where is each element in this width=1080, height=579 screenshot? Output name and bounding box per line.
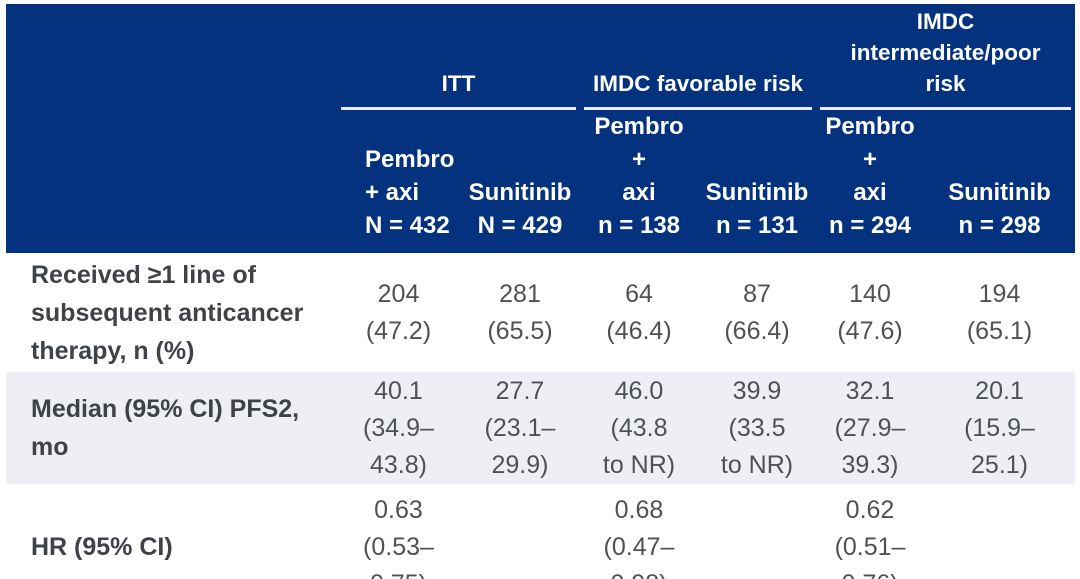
table-header: ITT IMDC favorable risk IMDC intermediat… [6,4,1076,253]
value-pfs2-intpoor-sunitinib: 20.1 (15.9– 25.1) [964,376,1035,479]
group-header-row: ITT IMDC favorable risk IMDC intermediat… [6,4,1076,253]
value-subsequent-intpoor-pembro-axi: 140 (47.6) [837,279,903,345]
column-header-intpoor-sunitinib: Sunitinib n = 298 [924,110,1076,253]
row-label-subsequent-therapy: Received ≥1 line of subsequent anticance… [31,260,304,365]
value-pfs2-itt-pembro-axi: 40.1 (34.9– 43.8) [363,376,434,479]
value-hr-intpoor: 0.62 (0.51– 0.76) [834,495,906,579]
group-label-imdc-intermediate-poor: IMDC intermediate/poor risk [850,9,1041,96]
corner-cell [6,4,337,253]
column-header-itt-sunitinib: Sunitinib N = 429 [460,110,580,253]
group-underline-imdc-intermediate-poor: IMDC intermediate/poor risk [820,6,1072,110]
column-header-intpoor-pembro-axi: Pembro + axi n = 294 [816,110,925,253]
value-subsequent-favorable-sunitinib: 87 (66.4) [724,279,790,345]
value-subsequent-favorable-pembro-axi: 64 (46.4) [606,279,672,345]
value-pfs2-intpoor-pembro-axi: 32.1 (27.9– 39.3) [834,376,906,479]
column-group-imdc-intermediate-poor: IMDC intermediate/poor risk [816,4,1076,110]
value-pfs2-itt-sunitinib: 27.7 (23.1– 29.9) [484,376,556,479]
value-hr-intpoor-empty [924,484,1075,579]
value-hr-itt: 0.63 (0.53– 0.75) [363,495,434,579]
group-label-itt: ITT [441,71,476,96]
column-header-itt-pembro-axi: Pembro + axi N = 432 [337,110,460,253]
column-group-itt: ITT [337,4,580,110]
value-hr-favorable: 0.68 (0.47– 0.98) [603,495,675,579]
value-subsequent-intpoor-sunitinib: 194 (65.1) [966,279,1033,345]
table-body: Received ≥1 line of subsequent anticance… [6,253,1076,579]
group-underline-itt: ITT [341,68,576,110]
table-container: ITT IMDC favorable risk IMDC intermediat… [6,4,1076,579]
value-pfs2-favorable-sunitinib: 39.9 (33.5 to NR) [720,376,794,479]
column-group-imdc-favorable: IMDC favorable risk [580,4,817,110]
group-underline-imdc-favorable: IMDC favorable risk [584,68,813,110]
column-header-favorable-pembro-axi: Pembro + axi n = 138 [580,110,698,253]
column-header-favorable-sunitinib: Sunitinib n = 131 [698,110,817,253]
arm-header-row: Pembro + axi N = 432 Sunitinib N = 429 P… [6,110,1076,253]
value-hr-favorable-empty [698,484,816,579]
row-subsequent-therapy: Received ≥1 line of subsequent anticance… [6,253,1076,372]
row-label-median-pfs2: Median (95% CI) PFS2, mo [31,395,300,461]
row-median-pfs2: Median (95% CI) PFS2, mo 40.1 (34.9– 43.… [6,372,1076,484]
clinical-results-table: ITT IMDC favorable risk IMDC intermediat… [6,4,1076,579]
value-hr-itt-empty [460,484,580,579]
value-subsequent-itt-sunitinib: 281 (65.5) [487,279,553,345]
group-label-imdc-favorable: IMDC favorable risk [592,71,804,96]
value-subsequent-itt-pembro-axi: 204 (47.2) [365,279,432,345]
row-hazard-ratio: HR (95% CI) 0.63 (0.53– 0.75) 0.68 (0.47… [6,484,1076,579]
value-pfs2-favorable-pembro-axi: 46.0 (43.8 to NR) [602,376,676,479]
row-label-hazard-ratio: HR (95% CI) [31,533,173,561]
